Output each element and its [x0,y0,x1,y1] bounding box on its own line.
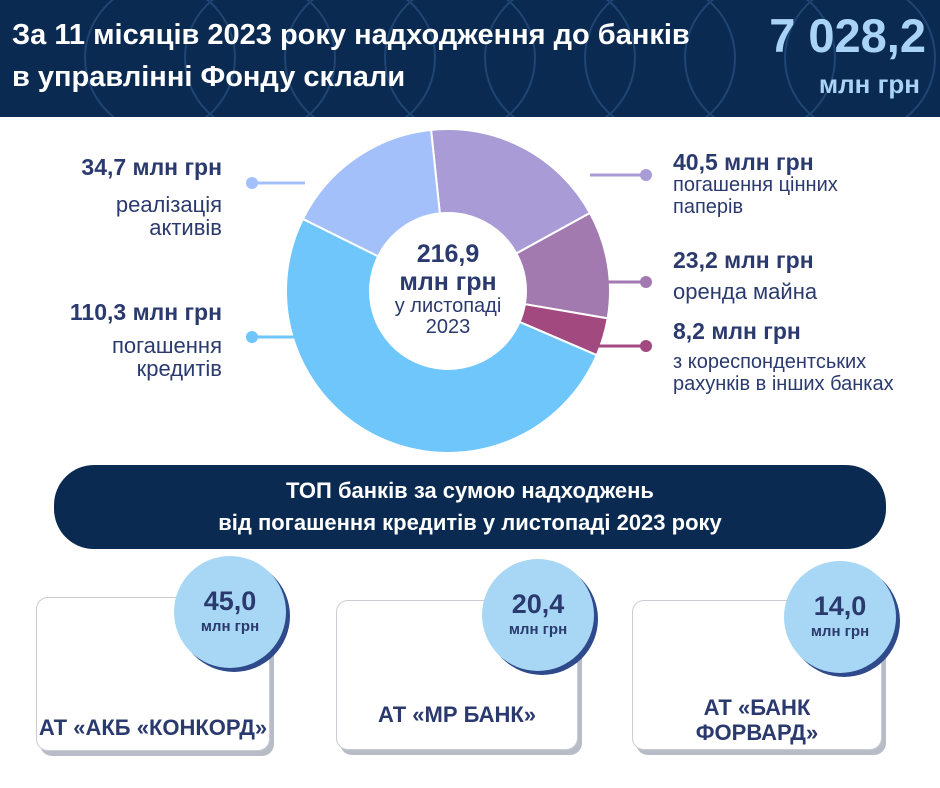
slice-label-loans: 110,3 млн грн погашення кредитів [10,299,222,381]
slice-text: з кореспондентських рахунків в інших бан… [673,351,894,395]
slice-amount: 8,2 млн грн [673,318,801,344]
bank-unit: млн грн [200,618,260,635]
center-caption: у листопаді 2023 [394,295,502,338]
slice-amount: 110,3 млн грн [69,299,222,325]
leader-dot [246,177,258,189]
donut-chart: 216,9 млн грн у листопаді 2023 40,5 млн … [0,117,940,462]
slice-text: погашення цінних паперів [673,174,838,218]
banner-line-2: від погашення кредитів у листопаді 2023 … [218,510,722,535]
bank-value: 20,4 [511,589,565,619]
slice-label-rent: 23,2 млн грн оренда майна [673,247,935,304]
bank-value-circle-2: 20,4 млн грн [482,559,594,671]
slice-amount: 34,7 млн грн [81,154,222,180]
slice-label-securities: 40,5 млн грн погашення цінних паперів [673,149,935,219]
bank-value: 14,0 [813,591,867,621]
center-unit: млн грн [399,268,497,296]
leader-dot [640,169,652,181]
header-total-unit: млн грн [818,69,920,99]
bank-name: АТ «АКБ «КОНКОРД» [38,715,268,740]
header-banner: За 11 місяців 2023 року надходження до б… [0,0,940,117]
bank-value-circle-3: 14,0 млн грн [784,561,896,673]
slice-text: реалізація активів [115,192,222,240]
bank-name: АТ «МР БАНК» [377,702,537,727]
slice-label-assets: 34,7 млн грн реалізація активів [10,154,222,240]
bank-unit: млн грн [810,623,870,640]
slice-text: погашення кредитів [111,333,222,381]
slice-amount: 40,5 млн грн [673,149,814,175]
donut-center-label: 216,9 млн грн у листопаді 2023 [358,240,538,338]
bank-name: АТ «БАНК ФОРВАРД» [695,695,819,745]
bank-value-circle-1: 45,0 млн грн [174,556,286,668]
slice-text: оренда майна [673,279,818,304]
header-ornament [84,0,936,117]
header-total-value: 7 028,2 [769,9,926,62]
leader-dot [640,340,652,352]
leader-dot [246,331,258,343]
slice-label-correspondent: 8,2 млн грн з кореспондентських рахунків… [673,318,935,396]
slice-amount: 23,2 млн грн [673,247,814,273]
center-value: 216,9 [416,240,480,268]
donut-svg [246,128,652,454]
bank-unit: млн грн [508,621,568,638]
bank-value: 45,0 [203,586,257,616]
leader-dot [640,276,652,288]
donut-hole [370,213,526,369]
header-title: За 11 місяців 2023 року надходження до б… [12,19,690,93]
banner-line-1: ТОП банків за сумою надходжень [286,478,654,503]
top-banks-banner: ТОП банків за сумою надходжень від погаш… [54,465,886,549]
